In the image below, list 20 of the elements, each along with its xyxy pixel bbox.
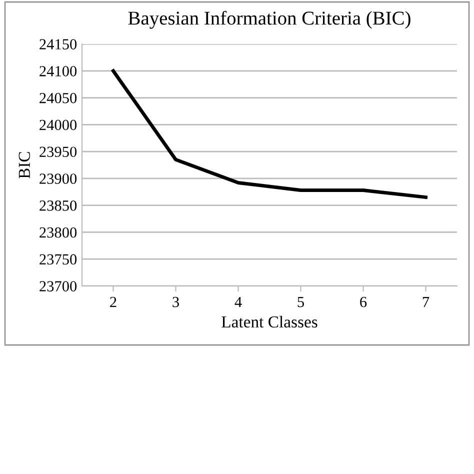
y-tick-label: 23800	[40, 227, 77, 238]
x-tick-label: 4	[234, 296, 242, 308]
y-tick-label: 23850	[40, 200, 77, 211]
y-tick-label: 24100	[40, 66, 77, 76]
y-tick-label: 23750	[40, 254, 77, 265]
y-tick-label: 24000	[40, 120, 77, 130]
x-tick-label: 5	[298, 297, 304, 308]
x-tick-label: 2	[110, 296, 116, 308]
y-tick-label: 23700	[40, 281, 77, 292]
x-tick-label: 6	[360, 296, 367, 308]
y-tick-label: 23950	[40, 146, 77, 158]
y-tick-label: 24050	[40, 92, 77, 104]
y-tick-label: 23900	[40, 174, 77, 184]
y-tick-label: 24150	[40, 39, 77, 50]
x-axis-title: Latent Classes	[222, 316, 318, 328]
y-axis-title: BIC	[18, 152, 30, 178]
line-series	[112, 69, 428, 199]
x-tick-label: 7	[422, 297, 430, 308]
chart-title: Bayesian Information Criteria (BIC)	[128, 10, 410, 29]
x-tick-label: 3	[172, 296, 179, 308]
